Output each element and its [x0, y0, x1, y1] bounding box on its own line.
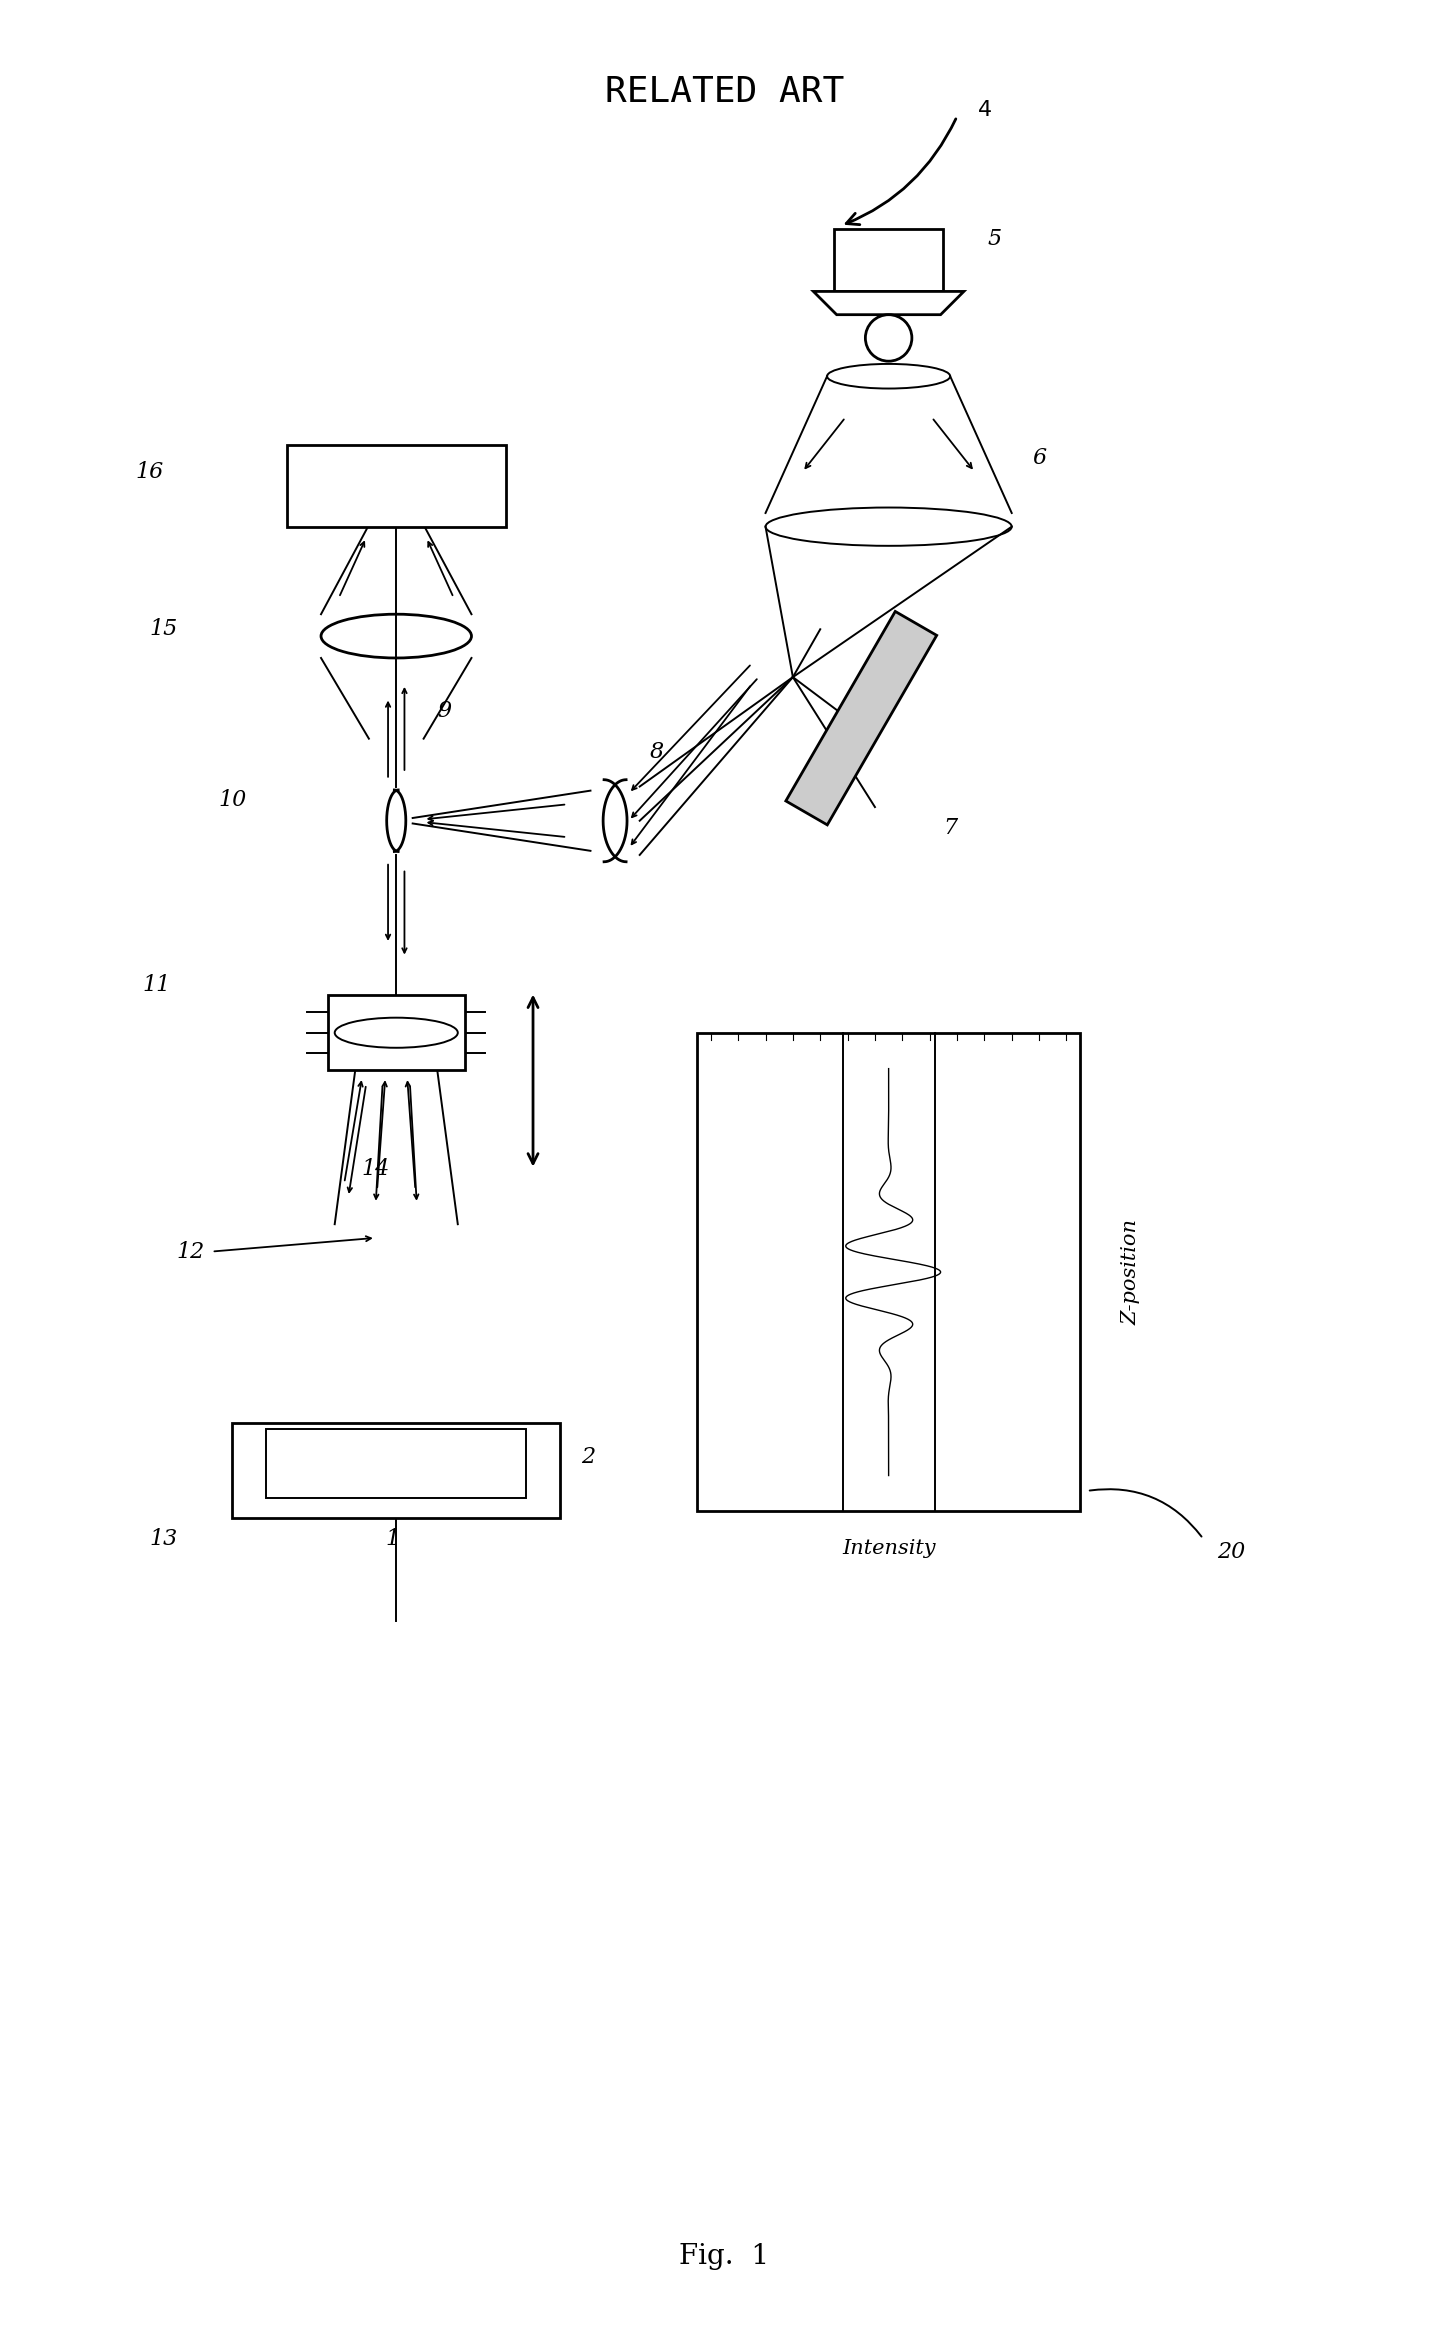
Text: 4: 4 — [978, 101, 991, 119]
Bar — [835, 229, 943, 290]
Text: 12: 12 — [177, 1240, 204, 1263]
Text: 5: 5 — [987, 229, 1001, 250]
Text: 13: 13 — [149, 1527, 177, 1551]
Text: 20: 20 — [1217, 1541, 1245, 1562]
Text: Fig.  1: Fig. 1 — [680, 2243, 769, 2271]
Text: 2: 2 — [581, 1446, 596, 1467]
Polygon shape — [813, 292, 964, 316]
Text: 15: 15 — [149, 617, 177, 641]
Bar — [697, 1034, 1080, 1511]
Text: 14: 14 — [361, 1158, 390, 1181]
Circle shape — [865, 316, 911, 360]
Text: 6: 6 — [1032, 447, 1046, 470]
Text: 16: 16 — [136, 461, 164, 482]
Text: 8: 8 — [649, 741, 664, 763]
Bar — [327, 994, 465, 1071]
Text: 7: 7 — [943, 816, 958, 840]
Text: 10: 10 — [219, 788, 246, 812]
Bar — [287, 444, 506, 526]
Text: 9: 9 — [438, 699, 452, 723]
Text: 11: 11 — [142, 973, 171, 996]
Polygon shape — [785, 610, 936, 826]
Text: RELATED ART: RELATED ART — [604, 75, 845, 110]
Bar — [267, 1429, 526, 1497]
Bar — [232, 1422, 561, 1518]
Text: Intensity: Intensity — [842, 1539, 936, 1558]
Text: Z-position: Z-position — [1122, 1219, 1140, 1326]
Text: 1: 1 — [385, 1527, 400, 1551]
